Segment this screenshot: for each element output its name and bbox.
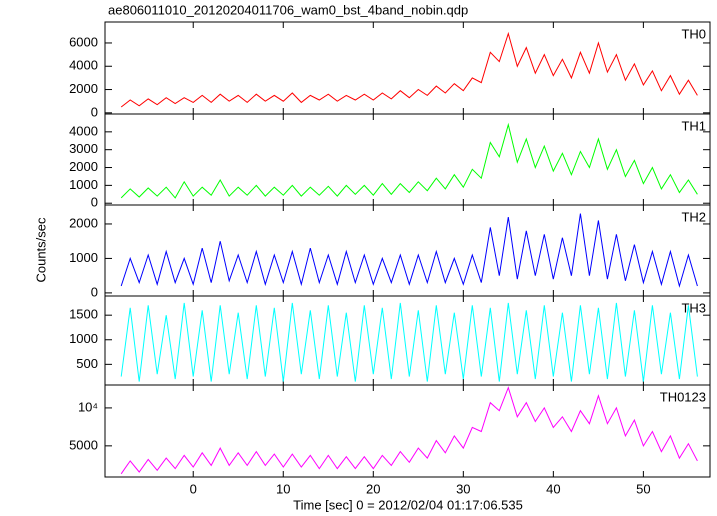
x-tick-label: 40 [546, 481, 560, 496]
y-tick-label: 1000 [69, 331, 98, 346]
y-tick-label: 4000 [69, 123, 98, 138]
y-tick-label: 1500 [69, 307, 98, 322]
panel-label: TH0123 [660, 389, 706, 404]
y-tick-label: 10⁴ [78, 399, 98, 414]
x-tick-label: 30 [456, 481, 470, 496]
x-axis-label: Time [sec] 0 = 2012/02/04 01:17:06.535 [293, 497, 523, 512]
data-line [120, 122, 698, 199]
y-tick-label: 0 [91, 104, 98, 119]
x-tick-label: 0 [190, 481, 197, 496]
panel-label: TH1 [681, 118, 706, 133]
y-tick-label: 2000 [69, 215, 98, 230]
y-tick-label: 2000 [69, 81, 98, 96]
data-line [120, 302, 698, 382]
panel-frame [104, 295, 711, 386]
data-line [120, 31, 698, 108]
x-tick-label: 50 [636, 481, 650, 496]
y-tick-label: 5000 [69, 437, 98, 452]
y-axis-label: Counts/sec [33, 217, 48, 283]
data-line [120, 213, 698, 288]
panel-label: TH0 [681, 26, 706, 41]
data-line [120, 386, 698, 475]
panel-label: TH3 [681, 300, 706, 315]
y-tick-label: 0 [91, 284, 98, 299]
panel-label: TH2 [681, 209, 706, 224]
y-tick-label: 1000 [69, 177, 98, 192]
y-tick-label: 1000 [69, 250, 98, 265]
y-tick-label: 3000 [69, 141, 98, 156]
y-tick-label: 500 [76, 356, 98, 371]
x-tick-label: 20 [366, 481, 380, 496]
y-tick-label: 0 [91, 195, 98, 210]
x-tick-label: 10 [276, 481, 290, 496]
y-tick-label: 2000 [69, 159, 98, 174]
y-tick-label: 4000 [69, 58, 98, 73]
panel-frame [104, 384, 711, 478]
chart-title: ae806011010_20120204011706_wam0_bst_4ban… [108, 2, 468, 17]
y-tick-label: 6000 [69, 34, 98, 49]
